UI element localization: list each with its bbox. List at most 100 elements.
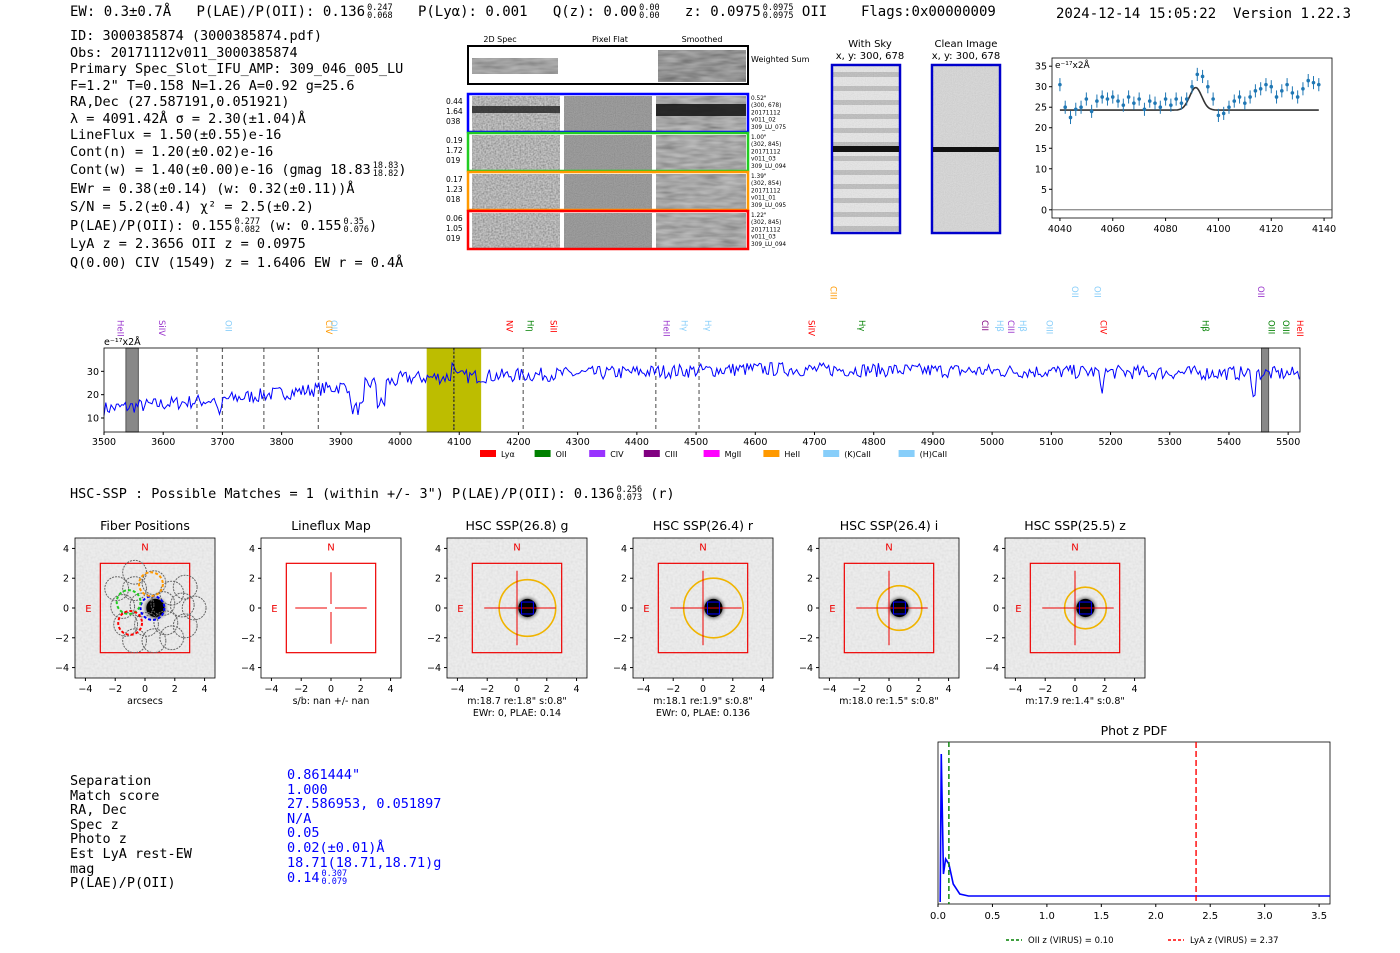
photz-pdf-curve <box>939 753 1330 903</box>
zoom-point <box>1237 95 1242 99</box>
zoom-point <box>1142 107 1147 112</box>
panel-xtick-label: −2 <box>294 684 308 695</box>
spectrum-xtick-label: 4600 <box>743 437 767 448</box>
legend-label: CIV <box>610 450 624 459</box>
panel-xtick-label: 2 <box>544 684 550 695</box>
spectrum-xtick-label: 4000 <box>388 437 412 448</box>
zoom-point <box>1243 101 1247 105</box>
match-value: N/A <box>287 810 312 827</box>
panel-xtick-label: −4 <box>1008 684 1022 695</box>
zoom-point <box>1174 97 1178 101</box>
spectrum-xtick-label: 3500 <box>92 437 116 448</box>
cutout-2d-noise <box>472 135 560 170</box>
source-marker-box <box>1078 601 1092 615</box>
panel-ytick-label: 4 <box>435 544 441 555</box>
spectrum-xtick-label: 4800 <box>862 437 886 448</box>
spectral-line-label: OIII <box>1044 320 1054 334</box>
panel-xtick-label: −2 <box>108 684 122 695</box>
photz-axes-frame <box>937 741 1331 905</box>
cutout-left-label: 1.72 <box>446 146 463 155</box>
spectral-line-label: HeII <box>1294 320 1304 337</box>
panel-ytick-label: −4 <box>799 663 813 674</box>
zoom-point <box>1264 82 1268 87</box>
panel-ytick-label: 2 <box>993 574 999 585</box>
photz-xtick-label: 0.0 <box>930 911 946 922</box>
zoom-point <box>1169 103 1173 107</box>
match-label: mag <box>70 860 95 877</box>
zoom-point <box>1248 95 1252 99</box>
panel-caption: arcsecs <box>127 696 163 707</box>
zoom-xtick-label: 4120 <box>1259 224 1283 233</box>
panel-caption: m:17.9 re:1.4" s:0.8" <box>1025 696 1125 707</box>
spectrum-xtick-label: 4700 <box>802 437 826 448</box>
spectrum-xtick-label: 3800 <box>270 437 294 448</box>
crosshair-gap <box>327 604 335 612</box>
zoom-point <box>1137 97 1141 101</box>
cutout-left-label: 018 <box>446 195 461 204</box>
spectral-line-label: Hβ <box>1199 320 1209 332</box>
legend-label: (H)CaII <box>920 450 947 459</box>
header-ew: EW: 0.3±0.7Å <box>70 4 172 20</box>
zoom-ytick-label: 20 <box>1035 123 1047 134</box>
legend-label: OII <box>556 450 567 459</box>
weighted-sum-smooth-noise <box>658 50 746 82</box>
panel-ytick-label: −4 <box>613 663 627 674</box>
zoom-point <box>1216 113 1221 118</box>
panel-caption: EWr: 0, PLAE: 0.14 <box>473 708 561 719</box>
match-label: Match score <box>70 787 160 804</box>
cutout-left-label: 0.06 <box>446 214 463 223</box>
zoom-point <box>1285 82 1289 87</box>
north-label: N <box>327 542 334 553</box>
zoom-point <box>1058 82 1062 87</box>
panel-ytick-label: 4 <box>621 544 627 555</box>
panel-ytick-label: 4 <box>993 544 999 555</box>
spectral-line-label: Hβ <box>1017 320 1027 332</box>
zoom-point <box>1179 101 1184 105</box>
info-line: Primary Spec_Slot_IFU_AMP: 309_046_005_L… <box>70 61 404 77</box>
header-z-line: OII <box>801 4 828 20</box>
zoom-point <box>1068 115 1073 120</box>
zoom-ytick-label: 0 <box>1041 205 1047 216</box>
col-header-flat: Pixel Flat <box>592 35 628 44</box>
header-bar: EW: 0.3±0.7Å P(LAE)/P(OII): 0.136 0.247 0.… <box>70 4 996 21</box>
cutout-flat-noise <box>564 135 652 170</box>
cutout-right-label: 1.39" <box>751 174 767 180</box>
panel-xtick-label: 2 <box>172 684 178 695</box>
hsc-header: HSC-SSP : Possible Matches = 1 (within +… <box>70 485 675 503</box>
panel-xtick-label: −4 <box>264 684 278 695</box>
masked-region <box>1261 347 1270 433</box>
fiber-circle <box>104 576 130 602</box>
spectral-line-label: CIII <box>1005 320 1015 333</box>
panel-xtick-label: −2 <box>852 684 866 695</box>
cutout-right-label: 20171112 <box>751 149 781 155</box>
info-line: LineFlux = 1.50(±0.55)e-16 <box>70 127 282 143</box>
panel-ytick-label: −4 <box>241 663 255 674</box>
spectral-line-label: OII <box>1069 286 1079 298</box>
panel-xtick-label: −2 <box>1038 684 1052 695</box>
panel-ytick-label: 2 <box>621 574 627 585</box>
header-plae-value: 0.136 <box>322 4 366 20</box>
zoom-ytick-label: 10 <box>1035 164 1047 175</box>
cutout-right-label: v011_03 <box>751 157 776 163</box>
panel-xtick-label: −4 <box>636 684 650 695</box>
cutout-right-label: v011_03 <box>751 235 776 241</box>
panel-ytick-label: 4 <box>807 544 813 555</box>
cutout-left-label: 0.19 <box>446 136 463 145</box>
zoom-ylabel: e⁻¹⁷x2Å <box>1055 59 1091 71</box>
zoom-ytick-label: 15 <box>1035 144 1047 155</box>
info-line: Obs: 20171112v011_3000385874 <box>70 44 298 61</box>
panel-xtick-label: 0 <box>1072 684 1078 695</box>
zoom-point <box>1126 95 1131 99</box>
cutout-smooth-noise <box>656 213 746 248</box>
zoom-point <box>1206 84 1210 89</box>
panel-xtick-label: −2 <box>666 684 680 695</box>
spectrum-xtick-label: 5500 <box>1276 437 1300 448</box>
zoom-point <box>1195 72 1200 77</box>
zoom-axes-frame <box>1051 57 1333 219</box>
info-line: RA,Dec (27.587191,0.051921) <box>70 94 290 110</box>
zoom-point <box>1116 99 1120 103</box>
north-label: N <box>1071 542 1078 553</box>
weighted-sum-label: Weighted Sum <box>751 55 810 64</box>
photz-xtick-label: 0.5 <box>984 911 1000 922</box>
spectrum-xtick-label: 4400 <box>625 437 649 448</box>
